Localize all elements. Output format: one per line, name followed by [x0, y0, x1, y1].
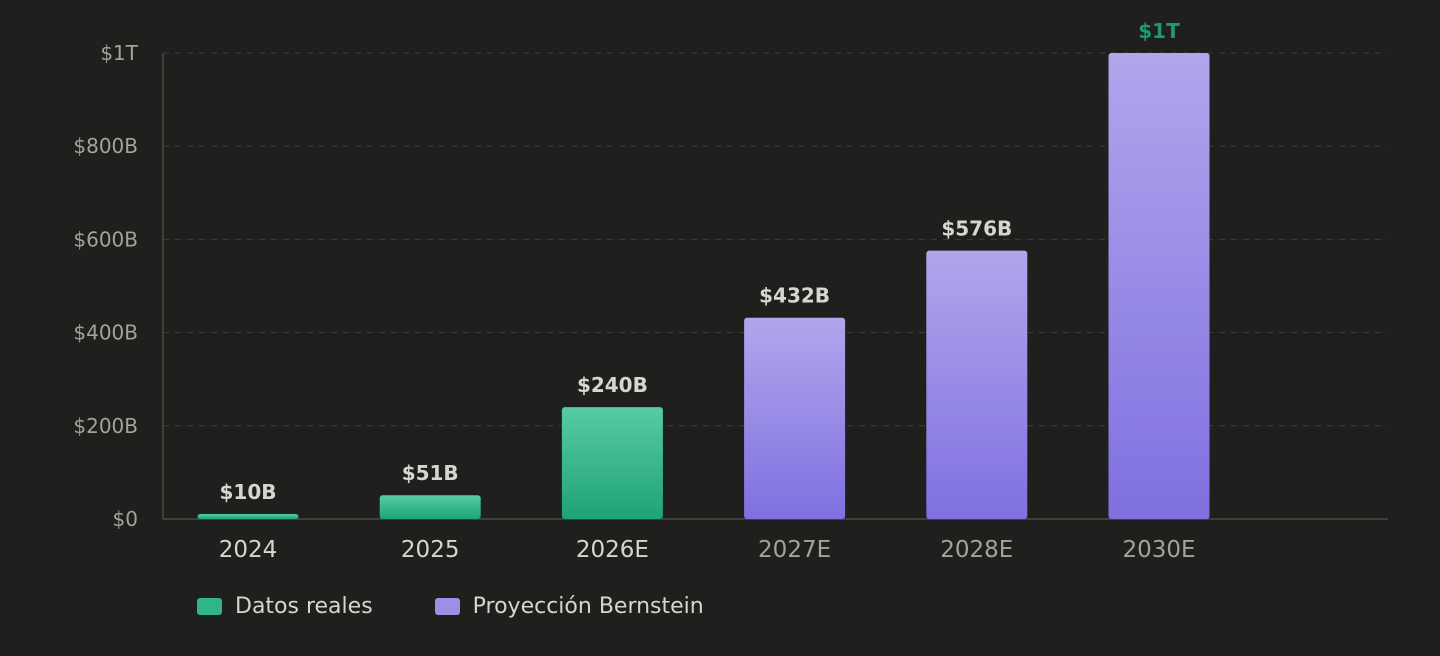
y-tick-label: $600B: [73, 227, 138, 251]
legend-label-projection: Proyección Bernstein: [472, 594, 704, 619]
legend-swatch-real: [197, 598, 222, 615]
legend-label-real: Datos reales: [235, 594, 373, 619]
bars: [197, 53, 1210, 520]
value-label-2026e: $240B: [577, 373, 648, 397]
bar-2026e: [561, 407, 663, 519]
value-label-2028e: $576B: [941, 217, 1012, 241]
y-axis-ticks: $0 $200B $400B $600B $800B $1T: [73, 41, 138, 531]
y-tick-label: $1T: [100, 41, 138, 65]
legend: Datos reales Proyección Bernstein: [197, 594, 704, 619]
legend-swatch-projection: [434, 598, 460, 615]
value-labels: $10B $51B $240B $432B $576B $1T: [220, 19, 1181, 504]
x-tick-label-2025: 2025: [401, 537, 460, 563]
y-tick-label: $0: [113, 507, 138, 531]
bar-2028e: [926, 250, 1028, 520]
value-label-2027e: $432B: [759, 284, 830, 308]
x-tick-label-2030e: 2030E: [1122, 537, 1195, 563]
value-label-2024: $10B: [220, 480, 277, 504]
y-tick-label: $400B: [73, 321, 138, 345]
x-tick-label-2026e: 2026E: [576, 537, 649, 563]
bar-2024: [197, 514, 299, 519]
y-tick-label: $200B: [73, 414, 138, 438]
x-axis-ticks: 2024 2025 2026E 2027E 2028E 2030E: [219, 537, 1196, 563]
value-label-2025: $51B: [402, 461, 459, 485]
bar-2030e: [1108, 53, 1210, 519]
x-tick-label-2024: 2024: [219, 537, 278, 563]
x-tick-label-2028e: 2028E: [940, 537, 1013, 563]
x-tick-label-2027e: 2027E: [758, 537, 831, 563]
value-label-2030e: $1T: [1138, 19, 1180, 43]
bar-2027e: [744, 317, 846, 519]
bar-2025: [379, 495, 481, 519]
legend-item-real: Datos reales: [197, 594, 373, 619]
legend-item-projection: Proyección Bernstein: [434, 594, 704, 619]
y-tick-label: $800B: [73, 134, 138, 158]
